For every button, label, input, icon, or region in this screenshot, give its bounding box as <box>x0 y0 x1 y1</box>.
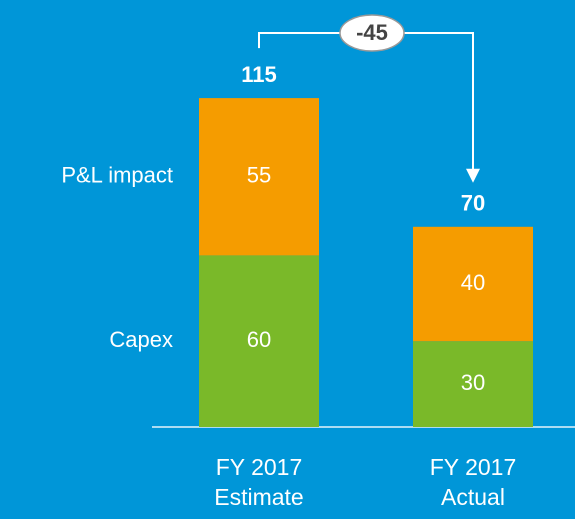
bar-segment <box>199 255 319 427</box>
data-label: 30 <box>461 370 485 395</box>
difference-label: -45 <box>356 20 388 45</box>
bar-segment <box>413 226 533 342</box>
total-label: 70 <box>461 191 485 216</box>
data-label: 60 <box>247 327 271 352</box>
bar-segment <box>413 341 533 427</box>
total-label: 115 <box>241 62 277 87</box>
bar-segment <box>199 98 319 256</box>
data-label: 40 <box>461 270 485 295</box>
arrow-head <box>466 168 480 183</box>
series-label: Capex <box>109 327 173 352</box>
x-tick-label: FY 2017 Estimate <box>214 454 304 510</box>
series-label: P&L impact <box>61 163 173 188</box>
data-label: 55 <box>247 163 271 188</box>
difference-bubble <box>339 14 405 52</box>
x-tick-label: FY 2017 Actual <box>429 454 517 510</box>
